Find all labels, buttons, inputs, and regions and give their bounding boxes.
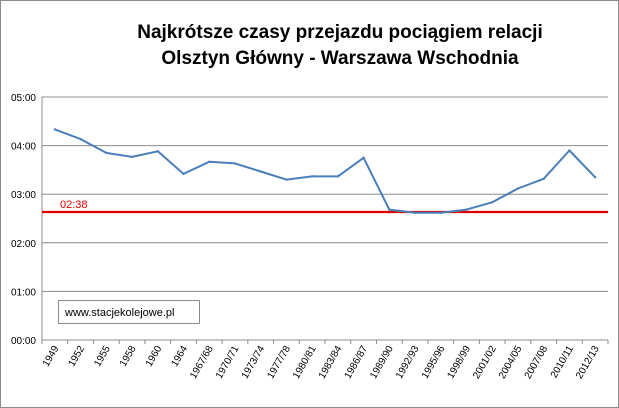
y-tick-label: 02:00 (11, 239, 36, 250)
data-point (105, 151, 108, 155)
chart-title-line-1: Najkrótsze czasy przejazdu pociągiem rel… (137, 22, 543, 43)
data-point (130, 155, 134, 159)
x-tick-label: 1958 (118, 344, 139, 369)
data-point (439, 211, 442, 215)
x-tick-label: 1986/87 (343, 344, 371, 381)
data-point (79, 137, 82, 141)
x-tick-label: 1989/90 (368, 344, 396, 381)
data-point (259, 170, 262, 173)
x-tick-label: 1998/99 (445, 344, 473, 381)
data-point (362, 156, 365, 159)
watermark-box: www.stacjekolejowe.pl (58, 300, 200, 324)
chart-title: Najkrótsze czasy przejazdu pociągiem rel… (70, 20, 610, 72)
y-tick-label: 01:00 (11, 287, 36, 298)
data-point (568, 149, 571, 152)
x-tick-label: 1970/71 (214, 344, 242, 381)
data-point (593, 175, 597, 179)
x-tick-label: 1995/96 (420, 344, 448, 381)
data-point (156, 150, 159, 153)
x-tick-label: 1955 (92, 344, 113, 369)
x-tick-label: 1960 (144, 344, 165, 369)
x-tick-label: 2001/02 (471, 344, 499, 381)
data-point (182, 172, 185, 176)
x-tick-label: 1952 (67, 344, 88, 369)
data-point (208, 160, 211, 163)
x-tick-label: 1983/84 (317, 344, 345, 381)
x-tick-label: 2007/08 (523, 344, 551, 381)
watermark-text: www.stacjekolejowe.pl (65, 307, 175, 319)
y-tick-label: 03:00 (11, 190, 36, 201)
y-tick-label: 04:00 (11, 142, 36, 153)
data-point (336, 175, 340, 178)
data-point (465, 208, 468, 211)
data-point (542, 177, 545, 181)
data-point (310, 175, 314, 178)
x-tick-label: 2004/05 (497, 344, 525, 381)
series-line (54, 128, 596, 214)
x-tick-label: 1967/68 (188, 344, 216, 381)
data-point (285, 178, 288, 181)
reference-line-label: 02:38 (60, 199, 88, 211)
data-point (388, 208, 391, 211)
data-point (413, 211, 417, 215)
x-tick-label: 2010/11 (549, 344, 576, 381)
data-point (491, 201, 494, 204)
x-tick-label: 1977/78 (265, 344, 293, 381)
y-tick-label: 00:00 (11, 336, 36, 347)
data-point (233, 162, 237, 165)
x-tick-label: 1973/74 (240, 344, 268, 381)
x-tick-label: 1949 (41, 344, 62, 369)
x-tick-label: 1992/93 (394, 344, 422, 381)
chart-title-line-2: Olsztyn Główny - Warszawa Wschodnia (161, 48, 519, 69)
x-tick-label: 1980/81 (291, 344, 319, 381)
data-point (53, 128, 57, 131)
y-tick-label: 05:00 (11, 93, 36, 104)
x-tick-label: 2012/13 (574, 344, 602, 381)
data-point (516, 187, 520, 190)
x-tick-label: 1964 (169, 344, 190, 369)
